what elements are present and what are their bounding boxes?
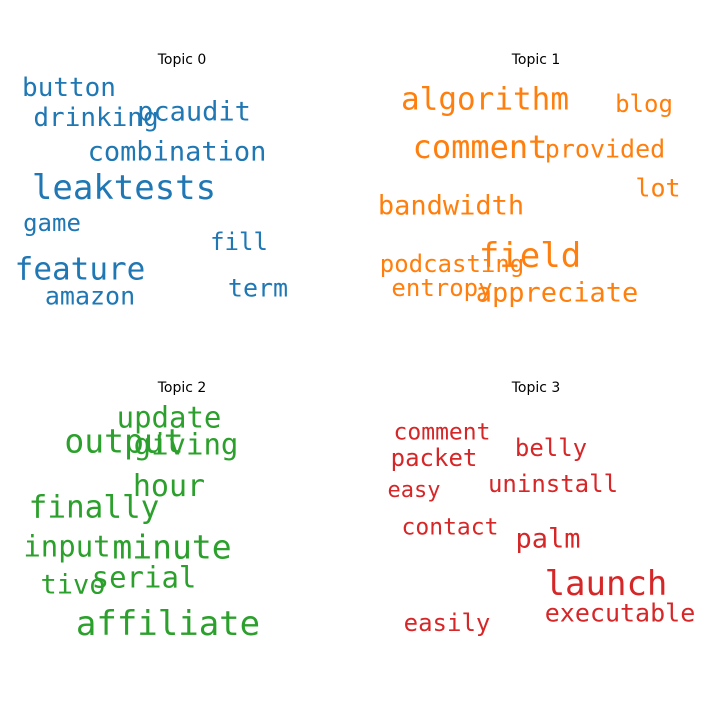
topic-1-word: bandwidth: [377, 190, 525, 222]
topic-2-word: minute: [112, 527, 232, 567]
topic-0-word: drinking: [33, 103, 159, 133]
topic-2-word: hour: [132, 469, 206, 504]
topic-0-panel: Topic 0 leaktests feature combination pcaud…: [12, 52, 352, 360]
topic-0-word: button: [22, 73, 116, 103]
topic-2-word: update: [116, 400, 222, 435]
topic-2-word: output: [64, 421, 184, 461]
topic-0-word: fill: [210, 228, 268, 256]
topic-3-word: uninstall: [487, 470, 619, 498]
topic-2-word: input: [23, 529, 111, 564]
topic-3-word: executable: [544, 598, 696, 628]
topic-3-word: comment: [393, 419, 491, 446]
topic-1-title: Topic 1: [511, 52, 561, 68]
topic-3-word: palm: [515, 523, 581, 555]
topic-2-word: giving: [133, 427, 239, 462]
topic-2-word: finally: [28, 489, 160, 526]
topic-1-word: comment: [412, 128, 548, 166]
topic-2-word: serial: [91, 560, 197, 595]
topic-0-word: amazon: [44, 281, 136, 311]
topic-1-word: appreciate: [475, 277, 639, 309]
topic-1-panel: Topic 1 field comment algorithm appreciate b…: [366, 52, 706, 360]
topic-3-panel: Topic 3 launch palm executable uninstall bel…: [366, 380, 706, 688]
topic-3-word: contact: [401, 514, 499, 541]
topic-2-panel: Topic 2 affiliate output minute finally hour…: [12, 380, 352, 688]
topic-1-word: algorithm: [401, 81, 569, 118]
topic-1-word: provided: [544, 134, 666, 164]
topic-3-word: easy: [387, 478, 441, 503]
topic-1-word: podcasting: [379, 250, 525, 278]
topic-3-title: Topic 3: [511, 380, 561, 396]
topic-1-word: field: [478, 236, 582, 276]
topic-3-word: belly: [514, 434, 588, 462]
topic-2-title: Topic 2: [157, 380, 207, 396]
topic-0-word: pcaudit: [137, 96, 251, 128]
topic-0-word: feature: [14, 251, 146, 288]
topic-3-word: launch: [544, 564, 668, 604]
topic-0-word: combination: [87, 136, 267, 168]
topic-2-word: affiliate: [75, 604, 261, 644]
topic-3-word: packet: [390, 444, 478, 472]
topic-2-word: tivo: [40, 569, 106, 601]
topic-1-word: lot: [635, 173, 681, 203]
topic-0-word: leaktests: [31, 168, 217, 208]
topic-1-word: blog: [615, 90, 673, 118]
topic-1-word: entropy: [391, 274, 493, 302]
topic-0-title: Topic 0: [157, 52, 207, 68]
topic-3-word: easily: [403, 609, 491, 637]
topic-0-word: term: [227, 273, 289, 303]
topic-0-word: game: [23, 209, 81, 237]
